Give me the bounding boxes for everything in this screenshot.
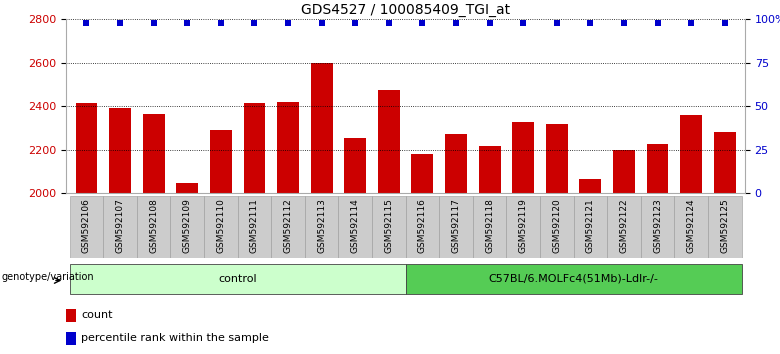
Point (114, 20, 126, 26)
Bar (176, 183, 198, 193)
Text: GSM592125: GSM592125 (720, 198, 729, 253)
Text: control: control (218, 274, 257, 284)
FancyBboxPatch shape (204, 196, 238, 258)
Bar (546, 124, 568, 193)
FancyBboxPatch shape (439, 196, 473, 258)
Bar (479, 146, 501, 193)
FancyBboxPatch shape (540, 196, 573, 258)
Bar (580, 179, 601, 193)
Text: GSM592119: GSM592119 (519, 198, 528, 253)
Bar (647, 144, 668, 193)
Point (517, 20, 530, 26)
FancyBboxPatch shape (238, 196, 271, 258)
Text: count: count (81, 310, 113, 320)
Bar (109, 108, 131, 193)
Text: GSM592124: GSM592124 (686, 198, 696, 253)
FancyBboxPatch shape (171, 196, 204, 258)
Bar (76, 103, 98, 193)
Point (685, 20, 697, 26)
Point (282, 20, 294, 26)
Bar (310, 63, 332, 193)
Point (382, 20, 395, 26)
FancyBboxPatch shape (271, 196, 305, 258)
Title: GDS4527 / 100085409_TGI_at: GDS4527 / 100085409_TGI_at (301, 3, 510, 17)
Text: GSM592118: GSM592118 (485, 198, 494, 253)
Point (349, 20, 361, 26)
Text: genotype/variation: genotype/variation (2, 272, 94, 282)
Bar (210, 130, 232, 193)
Text: GSM592117: GSM592117 (452, 198, 460, 253)
Point (450, 20, 463, 26)
FancyBboxPatch shape (473, 196, 506, 258)
FancyBboxPatch shape (69, 196, 103, 258)
FancyBboxPatch shape (305, 196, 339, 258)
Point (718, 20, 731, 26)
Point (80, 20, 93, 26)
Text: GSM592123: GSM592123 (653, 198, 662, 253)
FancyBboxPatch shape (372, 196, 406, 258)
Point (417, 20, 429, 26)
Text: GSM592121: GSM592121 (586, 198, 595, 253)
Text: GSM592110: GSM592110 (216, 198, 225, 253)
Point (181, 20, 193, 26)
Text: GSM592107: GSM592107 (115, 198, 125, 253)
Point (484, 20, 496, 26)
Bar (66, 332, 76, 345)
Text: GSM592111: GSM592111 (250, 198, 259, 253)
Bar (66, 309, 76, 322)
Bar (412, 154, 434, 193)
Bar (277, 102, 299, 193)
Text: GSM592122: GSM592122 (619, 198, 629, 253)
Point (618, 20, 630, 26)
Text: GSM592112: GSM592112 (283, 198, 292, 253)
Text: percentile rank within the sample: percentile rank within the sample (81, 333, 269, 343)
Point (584, 20, 597, 26)
Text: GSM592106: GSM592106 (82, 198, 91, 253)
Point (315, 20, 328, 26)
FancyBboxPatch shape (675, 196, 708, 258)
FancyBboxPatch shape (640, 196, 675, 258)
Bar (344, 138, 366, 193)
Point (248, 20, 261, 26)
FancyBboxPatch shape (136, 196, 171, 258)
Point (651, 20, 664, 26)
Bar (243, 103, 265, 193)
FancyBboxPatch shape (506, 196, 540, 258)
FancyBboxPatch shape (607, 196, 640, 258)
FancyBboxPatch shape (573, 196, 607, 258)
FancyBboxPatch shape (406, 196, 439, 258)
Text: GSM592115: GSM592115 (385, 198, 393, 253)
Point (551, 20, 563, 26)
Bar (445, 135, 467, 193)
Text: C57BL/6.MOLFc4(51Mb)-Ldlr-/-: C57BL/6.MOLFc4(51Mb)-Ldlr-/- (488, 274, 658, 284)
Bar (378, 90, 399, 193)
Text: GSM592108: GSM592108 (149, 198, 158, 253)
Point (215, 20, 227, 26)
Bar (613, 149, 635, 193)
FancyBboxPatch shape (103, 196, 136, 258)
Bar (143, 114, 165, 193)
Text: GSM592109: GSM592109 (183, 198, 192, 253)
Text: GSM592114: GSM592114 (351, 198, 360, 253)
Text: GSM592120: GSM592120 (552, 198, 562, 253)
Bar (69, 264, 406, 294)
FancyBboxPatch shape (339, 196, 372, 258)
Bar (714, 132, 736, 193)
Text: GSM592116: GSM592116 (418, 198, 427, 253)
Bar (680, 115, 702, 193)
Text: GSM592113: GSM592113 (317, 198, 326, 253)
Bar (406, 264, 742, 294)
Point (147, 20, 160, 26)
Bar (512, 122, 534, 193)
FancyBboxPatch shape (708, 196, 742, 258)
